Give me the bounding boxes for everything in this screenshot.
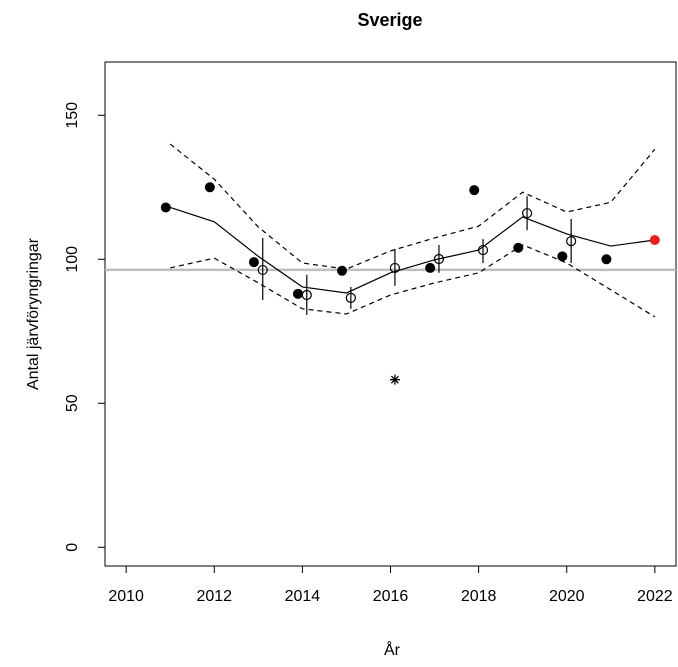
y-tick-label: 50 bbox=[64, 394, 81, 412]
observed-point bbox=[601, 254, 612, 265]
estimate-point bbox=[477, 244, 489, 256]
x-tick-label: 2020 bbox=[549, 588, 585, 605]
observed-point bbox=[513, 242, 524, 253]
estimate-point bbox=[521, 208, 533, 219]
lower-band bbox=[170, 244, 656, 318]
y-tick-label: 100 bbox=[64, 246, 81, 273]
observed-point bbox=[557, 251, 568, 262]
observed-point bbox=[292, 288, 303, 299]
observed-point bbox=[337, 265, 348, 276]
current-point bbox=[649, 234, 660, 245]
x-tick-label: 2022 bbox=[637, 588, 673, 605]
y-tick-label: 0 bbox=[64, 543, 81, 552]
estimate-point bbox=[566, 236, 577, 247]
estimate-point bbox=[345, 292, 356, 303]
plot-box bbox=[104, 61, 677, 567]
observed-point bbox=[425, 262, 436, 273]
estimate-point bbox=[433, 253, 445, 265]
observed-point bbox=[160, 202, 171, 213]
x-tick-label: 2014 bbox=[285, 588, 321, 605]
x-tick-label: 2018 bbox=[461, 588, 497, 605]
estimate-point bbox=[257, 264, 268, 276]
upper-band bbox=[169, 143, 656, 270]
y-tick-label: 150 bbox=[64, 102, 81, 129]
x-tick-label: 2012 bbox=[196, 588, 232, 605]
y-axis-label: Antal järvföryngringar bbox=[25, 237, 42, 390]
x-tick-label: 2016 bbox=[373, 588, 409, 605]
x-tick-label: 2010 bbox=[108, 588, 144, 605]
estimate-point bbox=[389, 262, 401, 274]
observed-point bbox=[469, 185, 480, 196]
outlier-point bbox=[389, 374, 400, 385]
observed-point bbox=[248, 257, 259, 268]
trend-line bbox=[170, 206, 655, 294]
observed-point bbox=[204, 182, 215, 193]
x-axis-label: År bbox=[384, 640, 401, 659]
chart-title: Sverige bbox=[357, 10, 422, 30]
